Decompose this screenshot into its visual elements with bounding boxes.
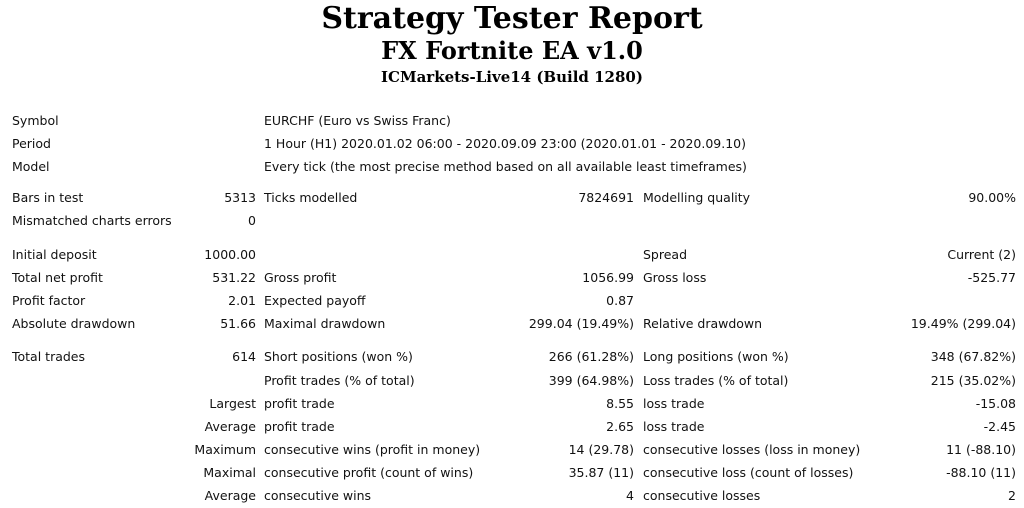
absdd-label: Absolute drawdown — [12, 316, 136, 331]
maximal-profit-label: consecutive profit (count of wins) — [264, 465, 474, 480]
profit-trades-label: Profit trades (% of total) — [264, 373, 415, 388]
average-profit-label: profit trade — [264, 419, 335, 434]
largest-loss-label: loss trade — [643, 396, 705, 411]
bars-value: 5313 — [224, 190, 256, 205]
maximal-label: Maximal — [203, 465, 256, 480]
maxdd-value: 299.04 (19.49%) — [528, 316, 634, 331]
quality-value: 90.00% — [968, 190, 1016, 205]
largest-loss-value: -15.08 — [975, 396, 1016, 411]
max-wins-label: consecutive wins (profit in money) — [264, 442, 481, 457]
average-loss-label: loss trade — [643, 419, 705, 434]
bars-label: Bars in test — [12, 190, 84, 205]
reldd-label: Relative drawdown — [643, 316, 763, 331]
maximal-profit-value: 35.87 (11) — [568, 465, 634, 480]
payoff-value: 0.87 — [606, 293, 634, 308]
model-value: Every tick (the most precise method base… — [264, 159, 747, 174]
maximum-label: Maximum — [194, 442, 256, 457]
avg-consec-label: Average — [204, 488, 256, 503]
absdd-value: 51.66 — [220, 316, 256, 331]
netprofit-value: 531.22 — [212, 270, 256, 285]
long-value: 348 (67.82%) — [930, 349, 1016, 364]
symbol-label: Symbol — [12, 113, 59, 128]
symbol-value: EURCHF (Euro vs Swiss Franc) — [264, 113, 451, 128]
spread-value: Current (2) — [947, 247, 1016, 262]
model-label: Model — [12, 159, 50, 174]
grossprofit-label: Gross profit — [264, 270, 337, 285]
netprofit-label: Total net profit — [12, 270, 103, 285]
period-value: 1 Hour (H1) 2020.01.02 06:00 - 2020.09.0… — [264, 136, 747, 151]
average-loss-value: -2.45 — [983, 419, 1016, 434]
maximal-loss-label: consecutive loss (count of losses) — [643, 465, 854, 480]
max-losses-label: consecutive losses (loss in money) — [643, 442, 861, 457]
mismatch-label: Mismatched charts errors — [12, 213, 172, 228]
deposit-label: Initial deposit — [12, 247, 97, 262]
profit-trades-value: 399 (64.98%) — [548, 373, 634, 388]
grossloss-value: -525.77 — [967, 270, 1016, 285]
maxdd-label: Maximal drawdown — [264, 316, 386, 331]
max-losses-value: 11 (-88.10) — [946, 442, 1016, 457]
mismatch-value: 0 — [248, 213, 256, 228]
grossprofit-value: 1056.99 — [582, 270, 634, 285]
pf-value: 2.01 — [228, 293, 256, 308]
avg-losses-label: consecutive losses — [643, 488, 761, 503]
loss-trades-label: Loss trades (% of total) — [643, 373, 789, 388]
loss-trades-value: 215 (35.02%) — [930, 373, 1016, 388]
max-wins-value: 14 (29.78) — [568, 442, 634, 457]
maximal-loss-value: -88.10 (11) — [946, 465, 1016, 480]
avg-losses-value: 2 — [1008, 488, 1016, 503]
grossloss-label: Gross loss — [643, 270, 707, 285]
payoff-label: Expected payoff — [264, 293, 366, 308]
server-build: ICMarkets-Live14 (Build 1280) — [381, 68, 643, 86]
average-profit-value: 2.65 — [606, 419, 634, 434]
largest-profit-label: profit trade — [264, 396, 335, 411]
total-trades-label: Total trades — [12, 349, 86, 364]
avg-wins-label: consecutive wins — [264, 488, 372, 503]
ticks-label: Ticks modelled — [264, 190, 358, 205]
short-value: 266 (61.28%) — [548, 349, 634, 364]
quality-label: Modelling quality — [643, 190, 751, 205]
report-title: Strategy Tester Report — [321, 1, 703, 36]
avg-wins-value: 4 — [626, 488, 634, 503]
period-label: Period — [12, 136, 51, 151]
spread-label: Spread — [643, 247, 688, 262]
reldd-value: 19.49% (299.04) — [910, 316, 1016, 331]
pf-label: Profit factor — [12, 293, 86, 308]
largest-label: Largest — [209, 396, 256, 411]
long-label: Long positions (won %) — [643, 349, 789, 364]
ticks-value: 7824691 — [578, 190, 634, 205]
deposit-value: 1000.00 — [204, 247, 256, 262]
short-label: Short positions (won %) — [264, 349, 413, 364]
expert-name: FX Fortnite EA v1.0 — [381, 36, 643, 65]
total-trades-value: 614 — [232, 349, 256, 364]
largest-profit-value: 8.55 — [606, 396, 634, 411]
average-label: Average — [204, 419, 256, 434]
